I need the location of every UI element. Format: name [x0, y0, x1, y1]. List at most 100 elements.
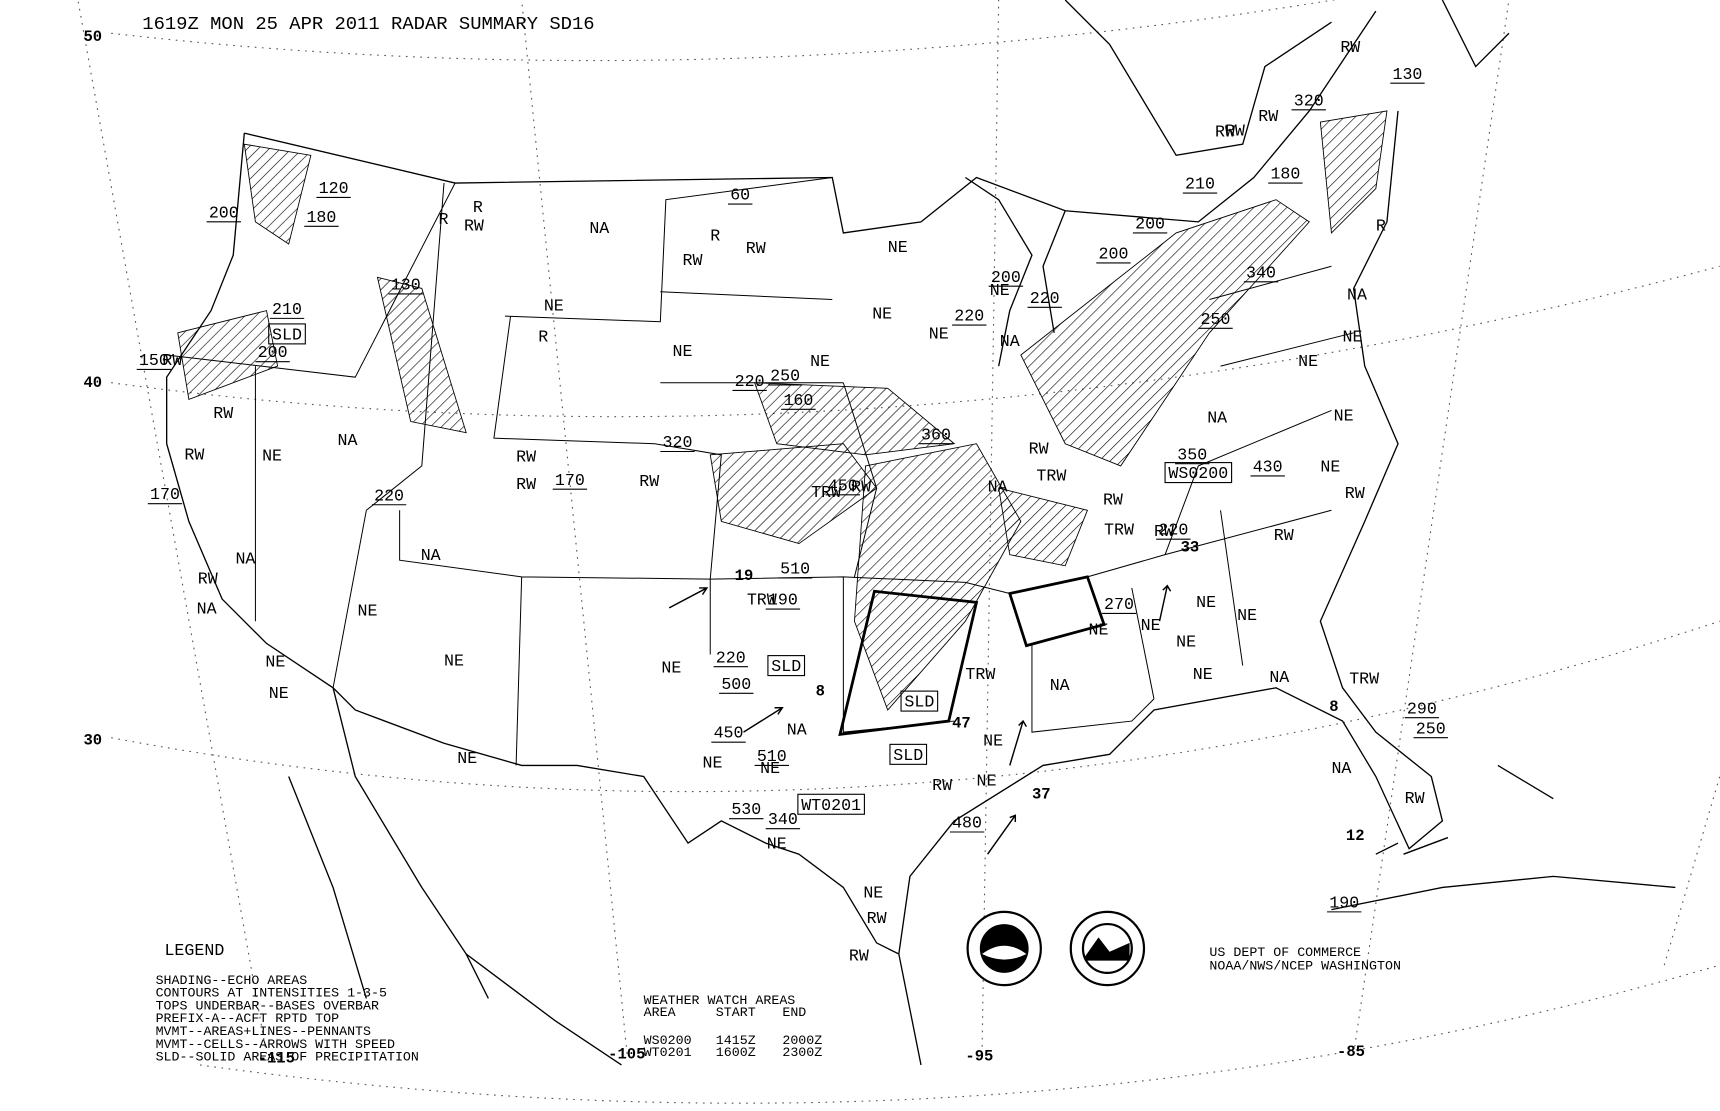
- map-label: NE: [1196, 593, 1216, 612]
- map-label: 450: [714, 724, 744, 743]
- map-label: RW: [516, 475, 536, 494]
- map-label: R: [538, 328, 548, 347]
- map-label: NE: [265, 653, 285, 672]
- map-label: RW: [162, 351, 182, 370]
- map-label: 220: [735, 372, 765, 391]
- map-label: 250: [1416, 719, 1446, 738]
- map-label: 200: [1135, 215, 1165, 234]
- map-label: NE: [661, 658, 681, 677]
- map-label: 220: [374, 486, 404, 505]
- map-label: RW: [1225, 121, 1245, 140]
- legend-line: SHADING--ECHO AREAS: [156, 973, 308, 988]
- map-label: 200: [991, 268, 1021, 287]
- label-box: [889, 743, 928, 765]
- map-title: 1619Z MON 25 APR 2011 RADAR SUMMARY SD16: [142, 13, 594, 35]
- label-box: [767, 655, 806, 677]
- map-label: RW: [1215, 122, 1235, 141]
- legend-line: PREFIX-A--ACFT RPTD TOP: [156, 1011, 340, 1026]
- map-label: SLD: [904, 693, 934, 712]
- latitude-label: 50: [83, 28, 102, 46]
- watch-cell: 1600Z: [716, 1045, 756, 1060]
- map-label: NE: [983, 731, 1003, 750]
- map-label: NE: [1334, 406, 1354, 425]
- map-label: RW: [1258, 107, 1278, 126]
- label-box: [268, 323, 306, 345]
- map-label: WT0201: [801, 796, 861, 815]
- map-labels: NA NE NE NE NE NE NE NA NE NA NE NE NE NA NE NE NA NA NA NA…: [136, 38, 1448, 966]
- map-label: RW: [1340, 38, 1360, 57]
- map-label: NA: [421, 546, 441, 565]
- map-label: TRW: [811, 483, 841, 502]
- watch-cell: WT0201: [644, 1045, 692, 1060]
- map-label: NA: [1050, 676, 1070, 695]
- coastlines: [166, 0, 1676, 1066]
- map-label: 290: [1407, 699, 1437, 718]
- map-label: 220: [954, 307, 984, 326]
- map-label: NE: [1176, 633, 1196, 652]
- watch-header: AREA: [644, 1005, 676, 1020]
- map-label: 190: [1329, 893, 1359, 912]
- map-label: NE: [1193, 665, 1213, 684]
- map-label: 360: [921, 425, 951, 444]
- map-label: 200: [1099, 244, 1129, 263]
- map-label: NE: [929, 324, 949, 343]
- map-label: NE: [1320, 457, 1340, 476]
- agency-line: US DEPT OF COMMERCE: [1209, 945, 1361, 960]
- map-label: NE: [1343, 328, 1363, 347]
- map-label: RW: [1405, 789, 1425, 808]
- map-label: TRW: [1104, 521, 1134, 540]
- logos: [966, 910, 1146, 987]
- latitude-label: 40: [83, 374, 102, 392]
- longitude-label: -95: [965, 1048, 993, 1066]
- map-label: 250: [770, 366, 800, 385]
- map-label: 320: [663, 433, 693, 452]
- map-label: NE: [872, 304, 892, 323]
- map-label: NA: [787, 720, 807, 739]
- agency-line: NOAA/NWS/NCEP WASHINGTON: [1209, 959, 1401, 974]
- map-label: RW: [464, 217, 484, 236]
- watch-cell: WS0200: [644, 1033, 692, 1048]
- map-label: NA: [589, 219, 609, 238]
- legend-line: MVMT--CELLS--ARROWS WITH SPEED: [156, 1037, 395, 1052]
- map-label: 220: [1158, 521, 1188, 540]
- watch-boxes: [838, 575, 1106, 736]
- map-label: NE: [673, 342, 693, 361]
- map-label: 8: [1329, 698, 1338, 716]
- map-label: RW: [1103, 491, 1123, 510]
- legend-title: LEGEND: [164, 941, 224, 960]
- map-label: NE: [357, 602, 377, 621]
- map-label: 340: [1246, 263, 1276, 282]
- map-label: NE: [810, 352, 830, 371]
- map-label: RW: [1029, 440, 1049, 459]
- map-label: 180: [1270, 165, 1300, 184]
- map-label: NE: [457, 749, 477, 768]
- longitude-label: -115: [258, 1050, 295, 1068]
- map-label: R: [1376, 217, 1386, 236]
- map-label: RW: [932, 776, 952, 795]
- label-box: [797, 793, 865, 815]
- map-label: 190: [768, 591, 798, 610]
- map-label: NE: [262, 446, 282, 465]
- label-box: [900, 690, 939, 712]
- label-box: [1164, 462, 1233, 484]
- map-label: RW: [1154, 522, 1174, 541]
- map-label: 180: [306, 208, 336, 227]
- longitude-label: -85: [1337, 1043, 1365, 1061]
- watch-cell: 1415Z: [716, 1033, 756, 1048]
- map-label: R: [438, 210, 448, 229]
- map-label: RW: [849, 947, 869, 966]
- map-label: NE: [767, 835, 787, 854]
- map-label: SLD: [893, 746, 923, 765]
- latitude-label: 30: [83, 731, 102, 749]
- map-label: NE: [1141, 616, 1161, 635]
- map-label: 47: [952, 715, 971, 733]
- map-label: RW: [213, 404, 233, 423]
- map-label: TRW: [965, 665, 995, 684]
- map-label: 220: [1030, 289, 1060, 308]
- map-label: RW: [746, 239, 766, 258]
- map-label: 510: [757, 747, 787, 766]
- map-label: RW: [867, 909, 887, 928]
- map-label: TRW: [1349, 669, 1379, 688]
